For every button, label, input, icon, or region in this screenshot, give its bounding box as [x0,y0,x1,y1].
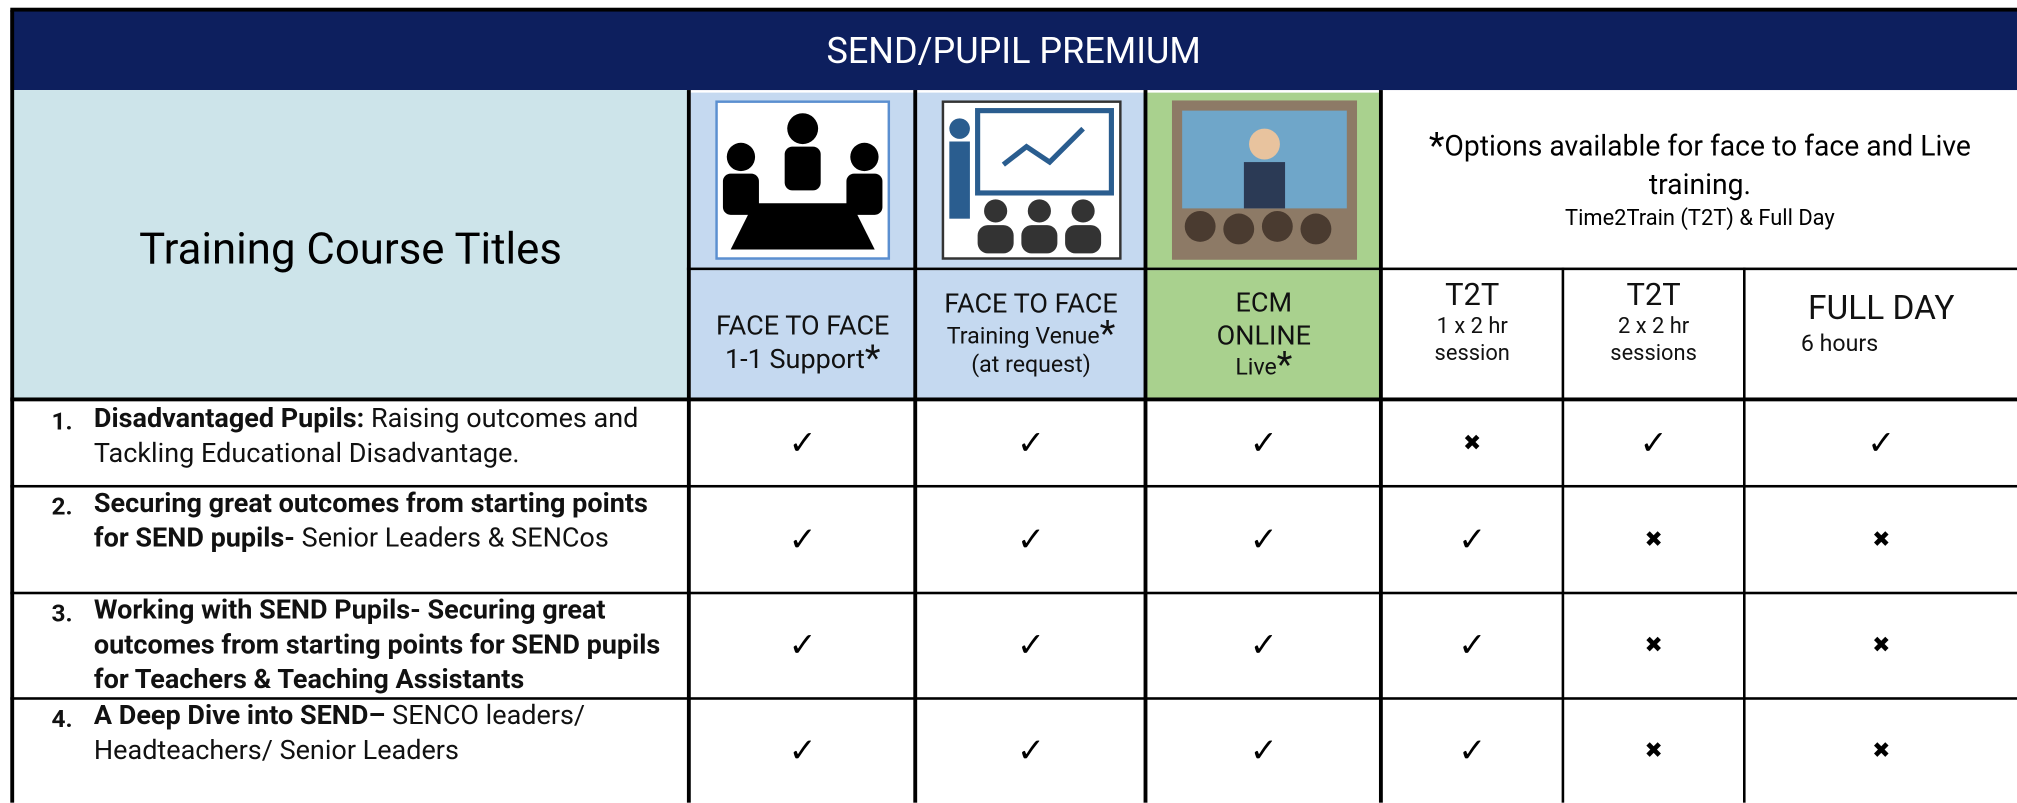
grid-line [1561,267,1565,803]
row-body: A Deep Dive into SEND– SENCO leaders/ He… [94,700,669,769]
column-header: FULL DAY 6 hours [1746,270,2017,399]
availability-mark: ✖ [1644,526,1663,553]
column-line: FACE TO FACE [715,310,890,342]
availability-mark: ✓ [788,424,817,464]
column-star: * [1276,343,1293,386]
availability-mark: ✖ [1872,737,1891,764]
online-icon [1171,100,1357,260]
column-line: T2T [1445,276,1500,313]
availability-mark: ✓ [1249,626,1278,666]
grid-line [10,484,2017,487]
column-line: sessions [1610,341,1697,367]
column-header: FACE TO FACE Training Venue* (at request… [917,270,1145,399]
availability-mark: ✓ [1867,424,1896,464]
note-subtext: Time2Train (T2T) & Full Day [1565,206,1835,233]
availability-mark: ✓ [1249,731,1278,770]
availability-mark: ✖ [1644,632,1663,659]
availability-mark: ✓ [1249,424,1278,464]
grid-line [10,591,2017,594]
column-line: T2T [1626,276,1681,313]
row-body: Disadvantaged Pupils: Raising outcomes a… [94,403,669,472]
availability-mark: ✓ [1458,520,1487,559]
grid-line [686,267,2017,271]
grid-line [686,90,691,803]
grid-line [1378,90,1383,803]
grid-line [10,697,2017,700]
row-number: 3. [51,598,73,628]
column-header: FACE TO FACE 1-1 Support* [690,270,915,399]
availability-mark: ✓ [788,731,817,770]
availability-mark: ✖ [1872,632,1891,659]
availability-mark: ✓ [1249,520,1278,559]
row-number: 1. [51,406,73,437]
row-title: 3. Working with SEND Pupils- Securing gre… [51,594,668,698]
grid-line [1743,267,1746,803]
row-body: Securing great outcomes from starting po… [94,488,669,557]
availability-mark: ✖ [1644,737,1663,764]
row-text: Senior Leaders & SENCos [301,523,609,555]
column-line: ECM [1235,287,1293,319]
row-text: Raising outcomes and Tackling Educationa… [93,403,639,470]
grid-line [1143,90,1148,803]
grid-line [10,397,2017,402]
column-line: 2 x 2 hr [1618,313,1690,340]
column-line: ONLINE [1216,321,1312,353]
column-header: ECM ONLINE Live* [1147,270,1381,399]
icon-cell [1147,92,1381,268]
note-star: * [1428,124,1445,168]
availability-mark: ✖ [1463,430,1482,457]
column-line: session [1434,341,1510,367]
availability-mark: ✓ [788,520,817,559]
header-title: SEND/PUPIL PREMIUM [10,10,2017,91]
icon-cell [690,92,915,268]
icon-cell [917,92,1145,268]
column-header: T2T 1 x 2 hr session [1383,270,1562,399]
row-body: Working with SEND Pupils- Securing great… [94,594,669,698]
meeting-icon [715,100,891,260]
row-bold: Working with SEND Pupils- Securing great… [93,595,661,696]
column-star: * [1099,312,1116,355]
row-title: 2. Securing great outcomes from starting … [51,488,668,557]
column-star: * [864,337,881,380]
column-line: (at request) [971,351,1091,379]
column-line: Live [1235,353,1277,381]
column-line: 6 hours [1800,329,1879,357]
row-number: 2. [51,491,73,521]
column-header: T2T 2 x 2 hr sessions [1564,270,1743,399]
availability-mark: ✓ [788,626,817,666]
column-line: FULL DAY [1808,289,1955,329]
row-number: 4. [51,703,73,734]
grid-line [10,10,15,803]
row-text: SENCO leaders/ Headteachers/ Senior Lead… [93,701,586,767]
availability-mark: ✓ [1458,731,1487,770]
column-line: Training Venue [946,322,1100,350]
corner-title: Training Course Titles [12,90,689,399]
row-bold: Securing great outcomes from starting po… [93,488,648,555]
grid-line [10,7,2017,12]
availability-mark: ✓ [1016,424,1046,464]
availability-mark: ✓ [1458,626,1487,666]
availability-mark: ✓ [1639,424,1668,464]
note: *Options available for face to face and … [1383,93,2017,268]
availability-mark: ✓ [1016,626,1046,666]
availability-mark: ✓ [1016,520,1046,559]
row-bold: A Deep Dive into SEND– [93,701,386,732]
row-bold: Disadvantaged Pupils: [93,403,365,435]
note-text: Options available for face to face and L… [1444,131,1971,202]
column-line: 1 x 2 hr [1436,313,1508,340]
row-title: 1. Disadvantaged Pupils: Raising outcomes… [51,403,668,472]
presentation-icon [940,100,1122,260]
grid-line [913,90,918,803]
row-title: 4. A Deep Dive into SEND– SENCO leaders/ … [51,700,668,769]
column-line: FACE TO FACE [944,289,1118,321]
availability-mark: ✖ [1872,526,1891,553]
availability-mark: ✓ [1016,731,1046,770]
column-line: 1-1 Support [724,344,865,376]
